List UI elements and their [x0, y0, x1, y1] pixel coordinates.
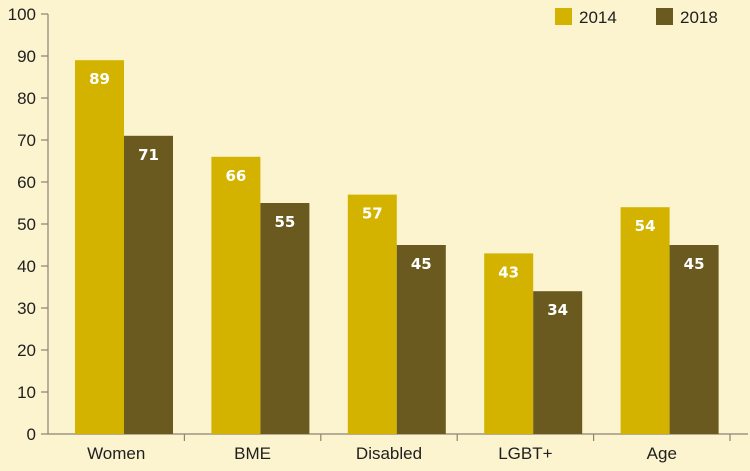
- y-tick-label: 50: [17, 215, 36, 234]
- legend-label: 2014: [579, 8, 617, 27]
- bar-value-label: 54: [635, 217, 656, 235]
- bar-value-label: 89: [89, 70, 110, 88]
- legend-label: 2018: [680, 8, 718, 27]
- bar: [75, 60, 124, 434]
- x-category-label: Disabled: [356, 444, 422, 463]
- y-tick-label: 30: [17, 299, 36, 318]
- y-tick-label: 70: [17, 131, 36, 150]
- bar: [260, 203, 310, 434]
- bar: [533, 291, 583, 434]
- bar: [396, 245, 446, 434]
- y-tick-label: 20: [17, 341, 36, 360]
- bar-value-label: 71: [138, 146, 159, 164]
- y-tick-label: 100: [8, 5, 36, 24]
- bar: [669, 245, 719, 434]
- bar: [124, 135, 173, 435]
- bar-value-label: 57: [362, 205, 383, 223]
- x-axis: Women BME Disabled LGBT+ Age: [48, 433, 748, 463]
- bar: [347, 194, 397, 434]
- y-tick-label: 40: [17, 257, 36, 276]
- x-category-label: BME: [234, 444, 271, 463]
- x-category-label: Women: [87, 444, 145, 463]
- y-tick-label: 10: [17, 383, 36, 402]
- bar-value-label: 66: [225, 167, 246, 185]
- x-category-label: Age: [647, 444, 677, 463]
- y-tick-label: 90: [17, 47, 36, 66]
- y-tick-label: 0: [27, 425, 36, 444]
- bar-value-label: 43: [498, 263, 519, 281]
- y-tick-label: 80: [17, 89, 36, 108]
- bars: 89 71 66 55 57 45 43 34 54 45: [75, 60, 719, 435]
- bar: [620, 207, 670, 434]
- x-category-label: LGBT+: [498, 444, 552, 463]
- legend-swatch: [656, 8, 673, 25]
- bar: [484, 253, 534, 434]
- bar-value-label: 34: [547, 301, 568, 319]
- y-tick-label: 60: [17, 173, 36, 192]
- legend: 2014 2018: [555, 8, 718, 27]
- bar-value-label: 45: [684, 255, 705, 273]
- bar-value-label: 45: [411, 255, 432, 273]
- legend-swatch: [555, 8, 572, 25]
- y-axis: 0 10 20 30 40 50 60 70 80 90 100: [8, 5, 49, 444]
- bar: [211, 156, 261, 435]
- bar-value-label: 55: [274, 213, 295, 231]
